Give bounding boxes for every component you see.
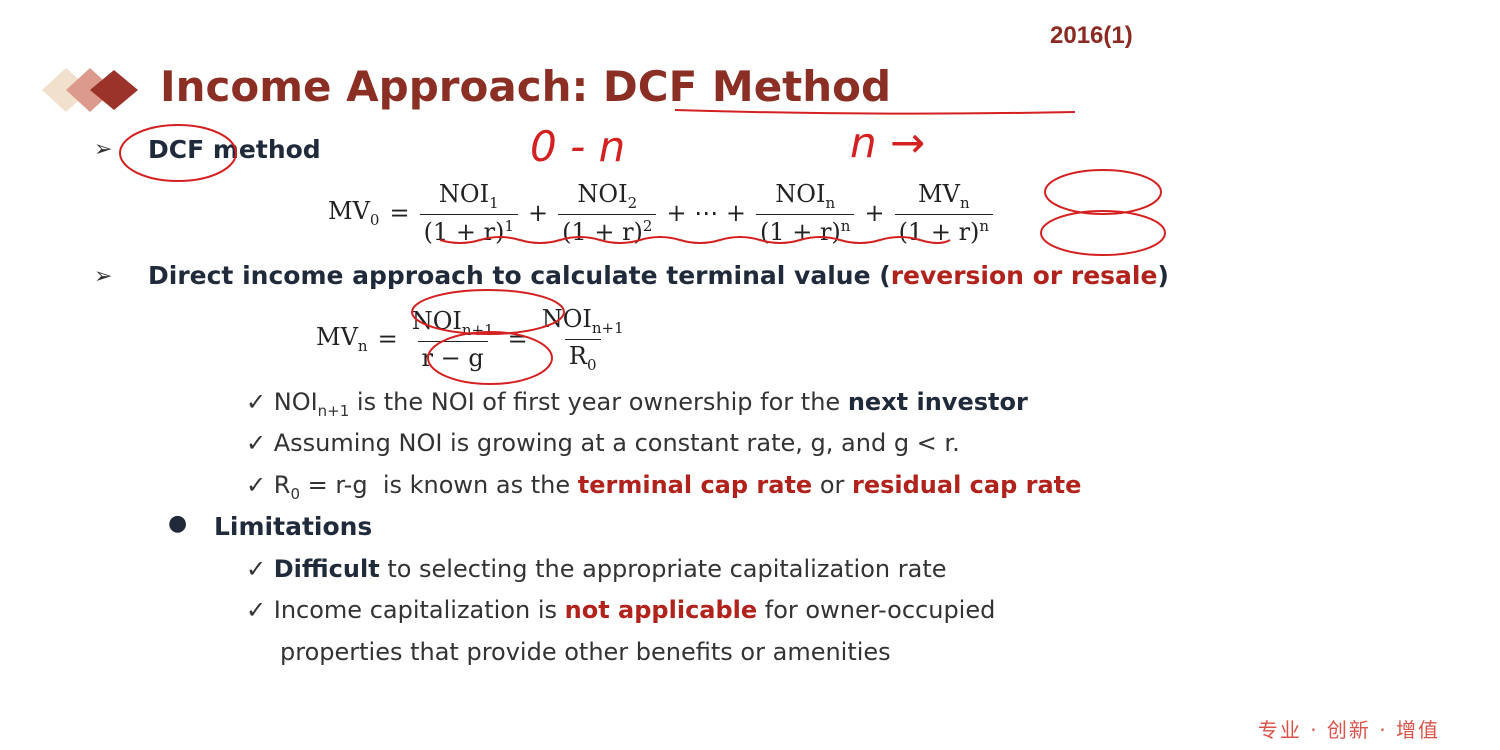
footer-slogan: 专业 · 创新 · 增值 <box>1257 718 1440 742</box>
bullet-dcf-method: DCF method <box>148 135 321 164</box>
handwritten-range: 0 - n <box>530 122 626 171</box>
limitation-item-continued: properties that provide other benefits o… <box>280 638 891 666</box>
fraction-terminal: MVn (1 + r)n <box>894 180 994 246</box>
slide-code: 2016(1) <box>1050 22 1133 49</box>
bullet-direct-income: Direct income approach to calculate term… <box>148 261 1169 290</box>
arrow-bullet-icon: ➢ <box>94 137 113 162</box>
fraction-term-1: NOI1 (1 + r)1 <box>419 180 518 246</box>
slide-title: Income Approach: DCF Method <box>160 62 892 111</box>
check-item: ✓ R0 = r-g is known as the terminal cap … <box>246 471 1082 503</box>
handwritten-after: n → <box>850 118 926 167</box>
formula-lhs: MV0 <box>328 197 380 229</box>
fraction-cap-growth: NOIn+1 r − g <box>411 306 494 372</box>
limitation-item: ✓ Income capitalization is not applicabl… <box>246 596 996 624</box>
fraction-cap-rate: NOIn+1 R0 <box>541 305 624 374</box>
arrow-bullet-icon: ➢ <box>94 264 113 289</box>
logo-diamonds-icon <box>42 68 138 112</box>
dcf-formula: MV0 = NOI1 (1 + r)1 + NOI2 (1 + r)2 + ⋯ + … <box>328 180 994 246</box>
bullet-limitations: Limitations <box>214 512 373 541</box>
dot-bullet-icon: ● <box>168 511 188 536</box>
check-item: ✓ NOIn+1 is the NOI of first year owners… <box>246 388 1028 420</box>
limitation-item: ✓ Difficult to selecting the appropriate… <box>246 555 947 583</box>
fraction-term-2: NOI2 (1 + r)2 <box>558 180 657 246</box>
check-item: ✓ Assuming NOI is growing at a constant … <box>246 429 960 457</box>
fraction-term-n: NOIn (1 + r)n <box>755 180 855 246</box>
terminal-value-formula: MVn = NOIn+1 r − g = NOIn+1 R0 <box>316 305 628 374</box>
ellipsis: + ⋯ + <box>666 198 746 227</box>
